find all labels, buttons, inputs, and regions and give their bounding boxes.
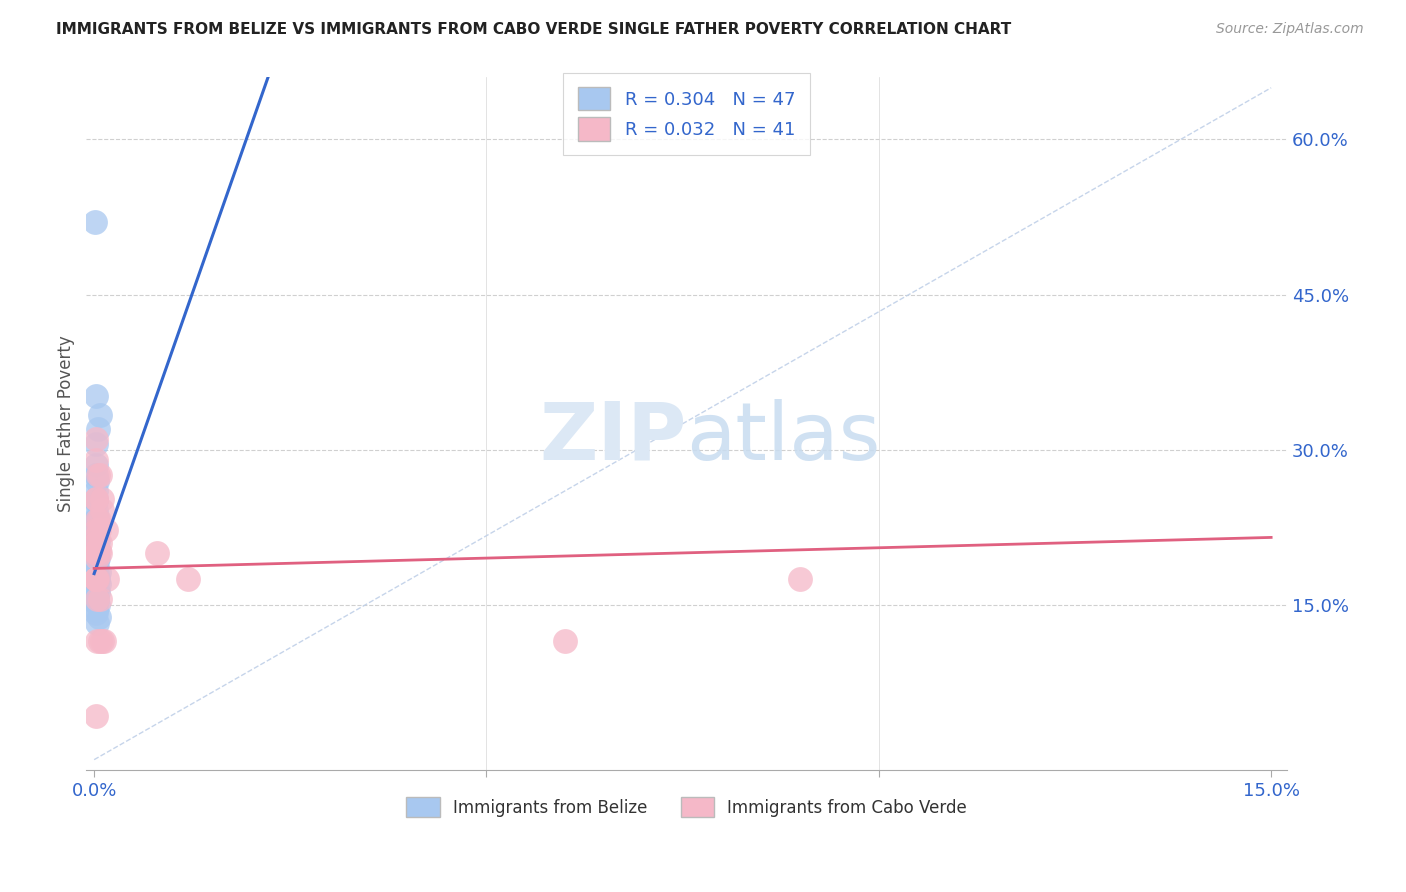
Point: [93, 633, 115, 648]
Point: [86, 709, 108, 723]
Point: [86, 544, 108, 558]
Point: [86, 546, 108, 560]
Point: [86, 483, 108, 498]
Point: [789, 572, 811, 586]
Text: IMMIGRANTS FROM BELIZE VS IMMIGRANTS FROM CABO VERDE SINGLE FATHER POVERTY CORRE: IMMIGRANTS FROM BELIZE VS IMMIGRANTS FRO…: [56, 22, 1011, 37]
Point: [84, 453, 107, 467]
Point: [89, 535, 111, 549]
Point: [86, 494, 108, 508]
Point: [86, 616, 108, 631]
Point: [84, 572, 107, 586]
Point: [94, 523, 117, 537]
Point: [87, 544, 110, 558]
Point: [87, 551, 110, 566]
Point: [84, 492, 107, 507]
Point: [84, 492, 107, 507]
Point: [86, 535, 108, 549]
Point: [86, 587, 108, 601]
Point: [84, 523, 107, 537]
Point: [177, 572, 200, 586]
Point: [86, 572, 108, 586]
Point: [84, 572, 107, 586]
Point: [86, 513, 108, 527]
Point: [84, 389, 107, 403]
Point: [89, 633, 111, 648]
Point: [86, 530, 108, 544]
Point: [86, 592, 108, 607]
Point: [87, 565, 110, 579]
Point: [87, 422, 110, 436]
Point: [84, 502, 107, 516]
Point: [96, 572, 118, 586]
Point: [84, 535, 107, 549]
Point: [87, 610, 110, 624]
Point: [84, 546, 107, 560]
Point: [86, 492, 108, 507]
Point: [87, 468, 110, 483]
Point: [91, 502, 114, 516]
Point: [87, 598, 110, 612]
Point: [87, 572, 110, 586]
Point: [86, 595, 108, 609]
Point: [84, 437, 107, 451]
Point: [86, 566, 108, 581]
Point: [84, 468, 107, 483]
Point: [84, 565, 107, 579]
Point: [89, 592, 111, 607]
Point: [86, 592, 108, 607]
Point: [86, 574, 108, 589]
Point: [86, 530, 108, 544]
Point: [91, 492, 114, 507]
Point: [84, 574, 107, 589]
Point: [87, 533, 110, 548]
Point: [84, 523, 107, 537]
Point: [86, 577, 108, 591]
Point: [86, 572, 108, 586]
Point: [86, 566, 108, 581]
Point: [554, 633, 576, 648]
Point: [86, 513, 108, 527]
Point: [91, 633, 114, 648]
Point: [146, 546, 169, 560]
Point: [87, 523, 110, 537]
Point: [84, 572, 107, 586]
Point: [89, 409, 111, 423]
Point: [84, 544, 107, 558]
Text: Source: ZipAtlas.com: Source: ZipAtlas.com: [1216, 22, 1364, 37]
Point: [86, 551, 108, 566]
Point: [84, 432, 107, 446]
Point: [86, 546, 108, 560]
Text: atlas: atlas: [686, 399, 882, 476]
Point: [86, 582, 108, 596]
Point: [87, 585, 110, 599]
Point: [86, 546, 108, 560]
Point: [84, 587, 107, 601]
Point: [86, 458, 108, 472]
Point: [87, 513, 110, 527]
Y-axis label: Single Father Poverty: Single Father Poverty: [58, 335, 75, 512]
Point: [89, 468, 111, 483]
Point: [84, 603, 107, 617]
Text: ZIP: ZIP: [540, 399, 686, 476]
Point: [84, 572, 107, 586]
Point: [86, 509, 108, 524]
Point: [86, 554, 108, 568]
Point: [84, 572, 107, 586]
Point: [86, 474, 108, 488]
Point: [86, 633, 108, 648]
Point: [86, 556, 108, 570]
Point: [86, 523, 108, 537]
Point: [86, 606, 108, 620]
Point: [84, 546, 107, 560]
Point: [87, 577, 110, 591]
Point: [89, 546, 111, 560]
Point: [84, 577, 107, 591]
Point: [84, 215, 107, 229]
Legend: Immigrants from Belize, Immigrants from Cabo Verde: Immigrants from Belize, Immigrants from …: [399, 790, 973, 824]
